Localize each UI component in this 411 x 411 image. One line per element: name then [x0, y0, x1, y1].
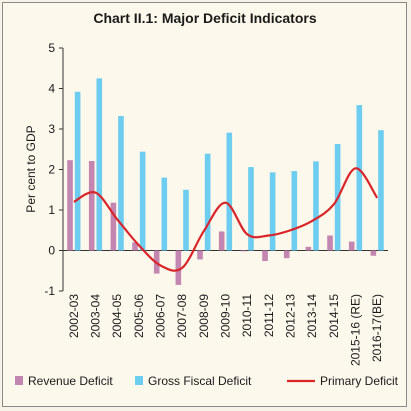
gross-fiscal-deficit-bar: [204, 153, 211, 251]
gross-fiscal-deficit-bar: [356, 105, 363, 251]
x-tick-label: 2004-05: [110, 294, 124, 338]
revenue-deficit-bar: [110, 202, 117, 251]
revenue-deficit-bar: [370, 250, 377, 256]
revenue-deficit-bar: [218, 231, 225, 251]
x-tick-label: 2012-13: [284, 294, 298, 338]
gross-fiscal-deficit-bar: [183, 189, 189, 251]
y-tick-label: 4: [48, 82, 55, 96]
gross-fiscal-deficit-bar: [96, 78, 103, 251]
chart-title: Chart II.1: Major Deficit Indicators: [93, 10, 316, 26]
y-tick-label: 1: [48, 203, 55, 217]
gross-fiscal-deficit-bar: [291, 171, 298, 251]
x-tick-label: 2008-09: [197, 294, 211, 338]
y-axis-label: Per cent to GDP: [24, 125, 38, 212]
x-tick-label: 2006-07: [154, 294, 168, 338]
plot-area: -1 0 1 2 3 4 5 2002-03 2003-04 2004-05 2005-06 2006…: [44, 41, 388, 366]
revenue-deficit-bar: [175, 250, 182, 285]
y-tick-label: 3: [48, 122, 55, 136]
legend-primary-deficit-label: Primary Deficit: [320, 374, 399, 388]
revenue-deficit-bar: [240, 250, 247, 252]
gross-fiscal-deficit-bar: [269, 172, 276, 251]
x-tick-label: 2010-11: [240, 294, 254, 337]
x-tick-label: 2016-17(BE): [370, 294, 384, 362]
revenue-deficit-bar: [283, 250, 290, 259]
legend-revenue-deficit-swatch: [15, 376, 23, 385]
gross-fiscal-deficit-bar: [313, 161, 319, 251]
revenue-deficit-bar: [67, 160, 73, 251]
revenue-deficit-bar: [262, 250, 268, 262]
gross-fiscal-deficit-bar: [74, 91, 81, 251]
x-tick-label: 2003-04: [89, 294, 103, 338]
revenue-deficit-bar: [132, 242, 138, 251]
gross-fiscal-deficit-bar: [378, 130, 384, 251]
x-tick-label: 2005-06: [132, 294, 146, 338]
x-tick-label: 2014-15: [327, 294, 341, 338]
x-tick-label: 2011-12: [262, 294, 276, 337]
gross-fiscal-deficit-bar: [118, 116, 124, 251]
revenue-deficit-bar: [305, 246, 312, 251]
legend-revenue-deficit-label: Revenue Deficit: [28, 374, 113, 388]
x-tick-label: 2013-14: [305, 294, 319, 338]
y-tick-label: 5: [48, 41, 55, 55]
legend: Revenue Deficit Gross Fiscal Deficit Prima…: [15, 374, 399, 388]
x-tick-label: 2015-16 (RE): [349, 294, 363, 366]
legend-gross-fiscal-deficit-swatch: [135, 376, 143, 385]
gross-fiscal-deficit-bar: [226, 132, 233, 251]
revenue-deficit-bar: [327, 235, 333, 251]
gross-fiscal-deficit-bar: [248, 167, 254, 251]
gross-fiscal-deficit-bar: [139, 151, 146, 251]
revenue-deficit-bar: [197, 250, 203, 260]
revenue-deficit-bar: [348, 241, 355, 251]
gross-fiscal-deficit-bar: [161, 177, 168, 251]
y-tick-label: 2: [48, 163, 55, 177]
x-tick-label: 2007-08: [175, 294, 189, 338]
y-tick-label: 0: [48, 244, 55, 258]
x-tick-label: 2009-10: [219, 294, 233, 338]
y-tick-label: -1: [44, 284, 55, 298]
x-tick-label: 2002-03: [67, 294, 81, 338]
revenue-deficit-bar: [88, 160, 95, 251]
legend-gross-fiscal-deficit-label: Gross Fiscal Deficit: [148, 374, 252, 388]
